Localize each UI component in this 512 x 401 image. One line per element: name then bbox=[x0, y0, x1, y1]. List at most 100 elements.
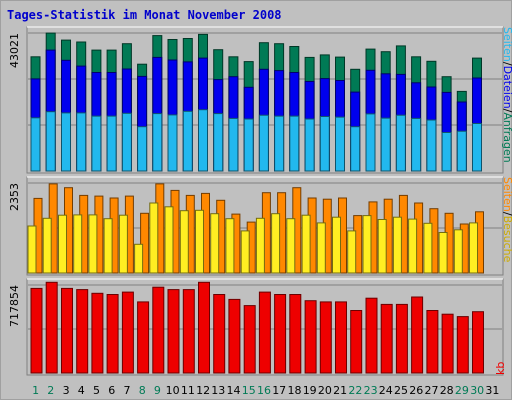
chart-title: Tages-Statistik im Monat November 2008 bbox=[7, 8, 282, 22]
legend-entry: Seiten bbox=[501, 177, 512, 212]
legend-panel3: kb bbox=[494, 362, 507, 375]
panel-requests: 43021 bbox=[8, 26, 504, 174]
bar-besuche-day-15 bbox=[240, 230, 250, 274]
bar-seiten-day-13 bbox=[213, 113, 224, 172]
bar-seiten-day-20 bbox=[319, 116, 330, 172]
bar-seiten-day-8 bbox=[137, 126, 148, 172]
bar-besuche-day-1 bbox=[27, 225, 37, 274]
legend-entry: / bbox=[501, 62, 512, 66]
bar-besuche-day-2 bbox=[42, 217, 52, 274]
x-tick-day-19: 19 bbox=[303, 384, 317, 397]
bar-seiten-day-12 bbox=[198, 109, 208, 172]
bar-seiten-day-11 bbox=[182, 110, 193, 172]
bar-seiten-day-27 bbox=[426, 119, 437, 172]
bar-seiten-day-16 bbox=[258, 114, 269, 172]
bar-kb-day-2 bbox=[45, 281, 58, 374]
legend-entry: Seiten bbox=[501, 27, 512, 62]
bar-seiten-day-29 bbox=[456, 130, 467, 172]
legend-entry: Dateien bbox=[501, 66, 512, 109]
y-max-label: 717854 bbox=[8, 285, 21, 327]
bar-seiten-day-19 bbox=[304, 118, 315, 172]
bar-kb-day-30 bbox=[472, 311, 484, 374]
bar-kb-day-17 bbox=[274, 294, 287, 374]
bar-seiten-day-30 bbox=[472, 123, 482, 172]
bar-kb-day-8 bbox=[137, 301, 150, 374]
legend-entry: Anfragen bbox=[501, 112, 512, 162]
bar-besuche-day-19 bbox=[301, 214, 311, 274]
bar-kb-day-7 bbox=[121, 291, 134, 374]
bar-kb-day-22 bbox=[350, 310, 363, 374]
x-tick-day-8: 8 bbox=[139, 384, 146, 397]
x-tick-day-10: 10 bbox=[166, 384, 180, 397]
legend-entry: / bbox=[501, 212, 512, 216]
bar-besuche-day-12 bbox=[195, 209, 204, 274]
x-tick-day-30: 30 bbox=[470, 384, 484, 397]
x-tick-day-9: 9 bbox=[154, 384, 161, 397]
x-tick-day-6: 6 bbox=[108, 384, 115, 397]
legend-entry: / bbox=[501, 109, 512, 113]
x-tick-day-12: 12 bbox=[196, 384, 210, 397]
bar-besuche-day-22 bbox=[347, 230, 357, 274]
bar-kb-day-26 bbox=[411, 296, 424, 374]
legend-entry: Besuche bbox=[501, 216, 512, 263]
bar-besuche-day-25 bbox=[392, 216, 402, 274]
bar-kb-day-18 bbox=[289, 294, 302, 374]
panel-visits: 2353 bbox=[8, 176, 504, 276]
x-tick-day-23: 23 bbox=[364, 384, 378, 397]
bar-kb-day-6 bbox=[106, 294, 119, 374]
bar-kb-day-9 bbox=[152, 286, 165, 374]
bar-kb-day-24 bbox=[380, 303, 393, 374]
bar-seiten-day-9 bbox=[152, 113, 163, 172]
bar-besuche-day-16 bbox=[255, 217, 265, 274]
y-max-label: 43021 bbox=[8, 33, 21, 68]
bar-seiten-day-26 bbox=[411, 117, 422, 172]
bar-kb-day-28 bbox=[441, 313, 454, 374]
bar-seiten-day-24 bbox=[380, 117, 391, 172]
bar-seiten-day-21 bbox=[335, 116, 345, 172]
bar-seiten-day-5 bbox=[91, 115, 102, 172]
x-tick-day-24: 24 bbox=[379, 384, 393, 397]
bar-besuche-day-21 bbox=[332, 216, 341, 274]
bar-kb-day-20 bbox=[319, 301, 332, 374]
x-tick-day-18: 18 bbox=[288, 384, 302, 397]
bar-seiten-day-6 bbox=[106, 115, 117, 172]
bar-kb-day-29 bbox=[456, 316, 469, 374]
x-tick-day-31: 31 bbox=[485, 384, 499, 397]
bar-kb-day-5 bbox=[91, 292, 104, 374]
bar-seiten-day-2 bbox=[45, 111, 56, 172]
x-tick-day-27: 27 bbox=[425, 384, 439, 397]
x-tick-day-1: 1 bbox=[32, 384, 39, 397]
bar-besuche-day-14 bbox=[225, 218, 235, 274]
legend-entry: kb bbox=[494, 362, 507, 375]
x-tick-day-16: 16 bbox=[257, 384, 271, 397]
bar-besuche-day-4 bbox=[73, 214, 83, 274]
bar-besuche-day-20 bbox=[316, 222, 326, 274]
bar-seiten-day-25 bbox=[395, 114, 406, 172]
bar-seiten-day-17 bbox=[274, 115, 285, 172]
bar-kb-day-27 bbox=[426, 310, 439, 374]
bar-kb-day-25 bbox=[395, 303, 408, 374]
bar-seiten-day-8 bbox=[140, 212, 150, 274]
x-axis-tick-labels: 1 2 3 4 5 6 7 8 9 10 11 12 13 14 15 16 17 18 19 20 21 22 23 24 2… bbox=[32, 384, 499, 397]
bar-kb-day-14 bbox=[228, 298, 241, 374]
bar-besuche-day-29 bbox=[453, 229, 463, 274]
bar-besuche-day-9 bbox=[149, 202, 159, 274]
x-tick-day-17: 17 bbox=[272, 384, 286, 397]
x-tick-day-3: 3 bbox=[63, 384, 70, 397]
bar-seiten-day-10 bbox=[167, 114, 178, 172]
bar-seiten-day-18 bbox=[289, 115, 300, 172]
bar-besuche-day-28 bbox=[438, 232, 448, 274]
bar-seiten-day-14 bbox=[228, 117, 239, 172]
bar-seiten-day-28 bbox=[441, 132, 452, 172]
bar-seiten-day-15 bbox=[243, 118, 254, 172]
chart-panels: 43021 2353 717854 bbox=[8, 26, 504, 376]
panel-kb: 717854 bbox=[8, 278, 504, 376]
bar-besuche-day-30 bbox=[469, 222, 478, 274]
bar-besuche-day-6 bbox=[103, 218, 113, 274]
x-tick-day-26: 26 bbox=[409, 384, 423, 397]
bar-besuche-day-24 bbox=[377, 219, 387, 274]
x-tick-day-14: 14 bbox=[227, 384, 241, 397]
bar-seiten-day-4 bbox=[76, 112, 87, 172]
